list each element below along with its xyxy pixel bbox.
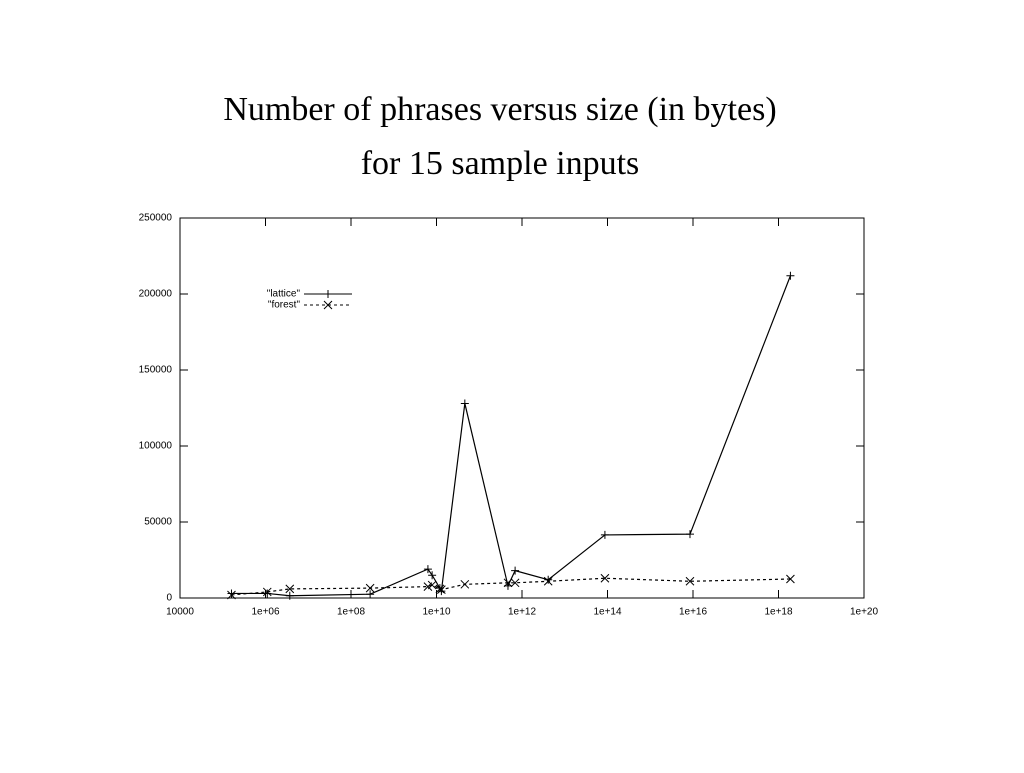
point-marker — [365, 583, 375, 593]
x-tick-label: 1e+08 — [337, 607, 366, 618]
plot-frame — [179, 217, 865, 599]
point-marker — [460, 579, 470, 589]
y-tick-label: 150000 — [139, 365, 173, 376]
x-tick-label: 1e+18 — [764, 607, 793, 618]
series-line — [231, 275, 791, 597]
y-tick-label: 200000 — [139, 289, 173, 300]
point-marker — [511, 566, 520, 575]
point-marker — [460, 399, 469, 408]
point-marker — [285, 591, 294, 600]
point-marker — [510, 578, 520, 588]
legend-marker — [324, 290, 332, 298]
x-tick-label: 1e+16 — [679, 607, 708, 618]
point-marker — [428, 571, 437, 580]
chart-title: Number of phrases versus size (in bytes) — [223, 91, 776, 128]
point-marker — [227, 590, 236, 600]
point-marker — [786, 271, 795, 280]
y-tick-label: 100000 — [139, 441, 173, 452]
point-marker — [685, 530, 694, 539]
legend-label: "forest" — [268, 300, 301, 311]
point-marker — [285, 584, 295, 594]
point-marker — [437, 585, 446, 594]
point-marker — [427, 580, 437, 590]
x-tick-label: 10000 — [166, 607, 194, 618]
point-marker — [544, 575, 553, 584]
y-tick-label: 250000 — [139, 213, 173, 224]
chart-subtitle: for 15 sample inputs — [361, 145, 640, 182]
point-marker — [786, 574, 795, 584]
point-marker — [685, 576, 695, 586]
point-marker — [435, 584, 445, 594]
y-tick-label: 50000 — [144, 517, 172, 528]
point-marker — [366, 590, 375, 599]
point-marker — [600, 530, 609, 539]
point-marker — [543, 576, 553, 586]
x-tick-label: 1e+10 — [422, 607, 451, 618]
legend-label: "lattice" — [267, 289, 301, 300]
point-marker — [423, 565, 432, 574]
x-tick-label: 1e+12 — [508, 607, 537, 618]
point-marker — [227, 589, 236, 598]
x-tick-label: 1e+06 — [251, 607, 280, 618]
point-marker — [600, 573, 610, 583]
point-marker — [262, 587, 272, 597]
x-tick-label: 1e+14 — [593, 607, 622, 618]
y-tick-label: 0 — [166, 593, 172, 604]
legend-marker — [323, 300, 333, 310]
point-marker — [263, 589, 272, 598]
x-tick-label: 1e+20 — [850, 607, 879, 618]
point-marker — [503, 578, 513, 588]
point-marker — [437, 587, 446, 596]
